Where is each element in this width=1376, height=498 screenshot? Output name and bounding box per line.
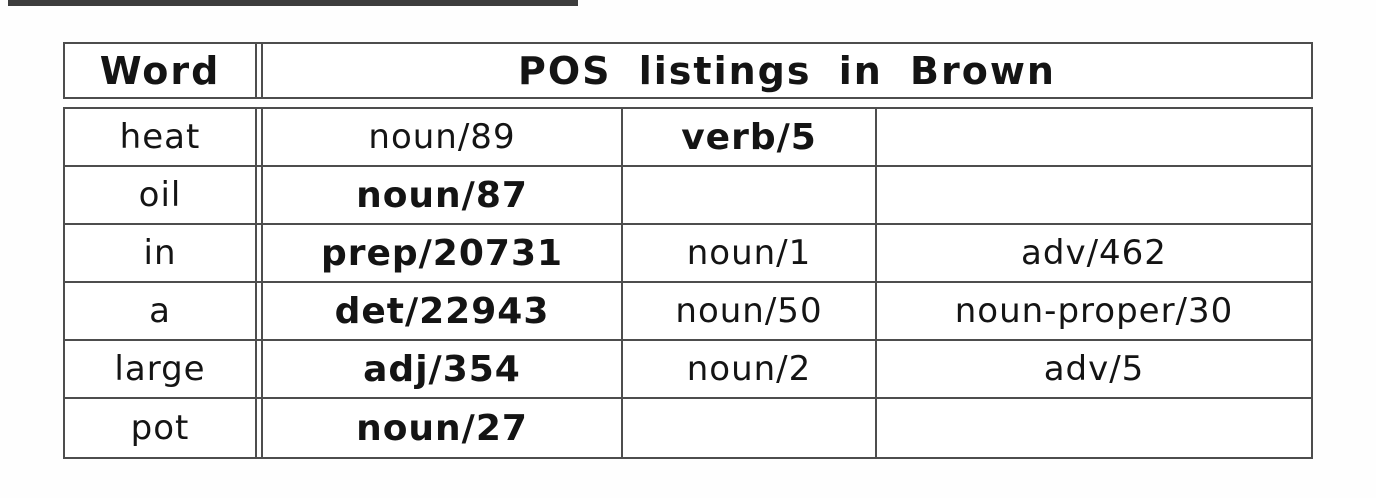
double-vertical-rule [255,341,263,399]
pos-cell: prep/20731 [263,225,623,283]
pos-cell [877,167,1311,225]
pos-cell: noun/2 [623,341,877,399]
table-body: heat noun/89 verb/5 oil noun/87 in prep/… [63,107,1313,459]
double-vertical-rule [255,283,263,341]
header-word-cell: Word [99,48,221,93]
pos-cell: adv/462 [877,225,1311,283]
pos-cell: noun/89 [263,109,623,167]
pos-cell: adj/354 [263,341,623,399]
header-pos-cell: POS listings in Brown [518,48,1056,93]
pos-cell: noun-proper/30 [877,283,1311,341]
pos-cell: noun/50 [623,283,877,341]
double-vertical-rule [255,109,263,167]
pos-table: Word POS listings in Brown heat noun/89 … [63,42,1313,459]
pos-cell [877,399,1311,457]
double-vertical-rule [255,225,263,283]
double-vertical-rule [255,44,263,97]
pos-cell: det/22943 [263,283,623,341]
pos-cell: noun/87 [263,167,623,225]
word-cell: in [65,225,255,283]
word-cell: a [65,283,255,341]
pos-cell: noun/27 [263,399,623,457]
pos-cell [623,399,877,457]
top-partial-rule [8,0,578,6]
pos-cell: adv/5 [877,341,1311,399]
double-vertical-rule [255,167,263,225]
table-header-row: Word POS listings in Brown [63,42,1313,99]
double-vertical-rule [255,399,263,457]
word-cell: pot [130,408,190,448]
word-cell: oil [65,167,255,225]
pos-cell: noun/1 [623,225,877,283]
word-cell: heat [65,109,255,167]
pos-cell: verb/5 [623,109,877,167]
pos-cell [623,167,877,225]
pos-cell [877,109,1311,167]
word-cell: large [65,341,255,399]
double-hline-gap [63,99,1313,107]
